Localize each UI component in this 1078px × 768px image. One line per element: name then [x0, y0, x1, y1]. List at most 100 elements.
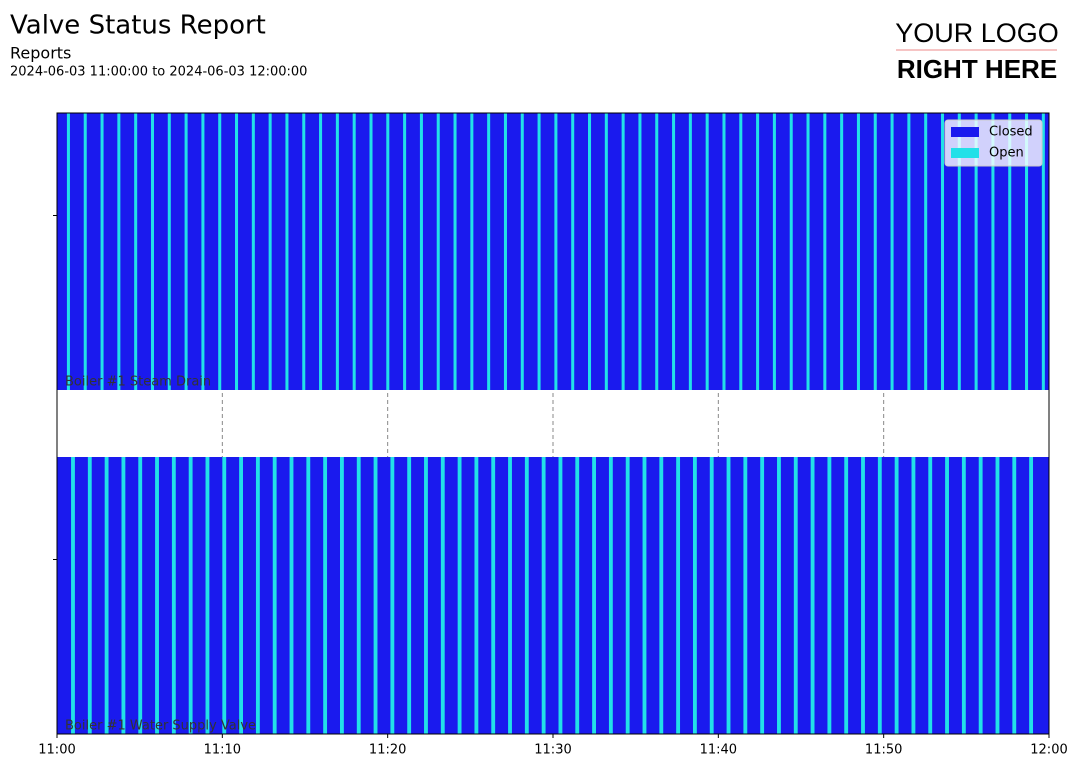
open-interval — [255, 457, 260, 734]
open-interval — [419, 113, 423, 390]
open-interval — [554, 113, 558, 390]
chart-title: Valve Status Report — [10, 11, 266, 41]
open-interval — [844, 457, 849, 734]
open-interval — [268, 113, 272, 390]
open-interval — [638, 113, 642, 390]
open-interval — [356, 457, 361, 734]
open-interval — [743, 457, 748, 734]
open-interval — [890, 113, 894, 390]
open-interval — [457, 457, 462, 734]
open-interval — [520, 113, 524, 390]
open-interval — [470, 113, 474, 390]
open-interval — [924, 113, 928, 390]
open-interval — [621, 113, 625, 390]
open-interval — [474, 457, 479, 734]
open-interval — [827, 457, 832, 734]
open-interval — [1029, 457, 1034, 734]
x-tick-label: 11:30 — [534, 743, 571, 758]
open-interval — [1041, 113, 1045, 390]
open-interval — [87, 457, 92, 734]
open-interval — [974, 113, 978, 390]
open-interval — [945, 457, 949, 734]
open-interval — [772, 113, 776, 390]
open-interval — [323, 457, 328, 734]
open-interval — [940, 113, 945, 390]
open-interval — [806, 113, 810, 390]
x-tick-label: 11:20 — [369, 743, 406, 758]
open-interval — [239, 457, 243, 734]
open-interval — [709, 457, 714, 734]
open-interval — [995, 457, 1000, 734]
open-interval — [722, 113, 726, 390]
legend-swatch — [951, 127, 979, 137]
open-interval — [789, 113, 793, 390]
open-interval — [957, 113, 961, 390]
open-interval — [655, 113, 659, 390]
open-interval — [739, 113, 743, 390]
legend: Closed Open — [944, 119, 1043, 167]
open-interval — [251, 113, 255, 390]
closed-band — [57, 113, 1049, 390]
open-interval — [1008, 113, 1012, 390]
open-interval — [205, 457, 210, 734]
open-interval — [167, 113, 171, 390]
open-interval — [756, 113, 760, 390]
open-interval — [672, 113, 676, 390]
open-interval — [171, 457, 176, 734]
open-interval — [777, 457, 781, 734]
open-interval — [369, 113, 373, 390]
open-interval — [83, 113, 87, 390]
open-interval — [407, 457, 412, 734]
open-interval — [840, 113, 844, 390]
open-interval — [911, 457, 916, 734]
open-interval — [877, 457, 882, 734]
x-tick-label: 12:00 — [1030, 743, 1067, 758]
open-interval — [659, 457, 664, 734]
open-interval — [306, 457, 311, 734]
open-interval — [823, 113, 827, 390]
open-interval — [440, 457, 445, 734]
x-tick-label: 11:50 — [865, 743, 902, 758]
open-interval — [134, 113, 138, 390]
open-interval — [1012, 457, 1017, 734]
open-interval — [403, 113, 407, 390]
open-interval — [861, 457, 865, 734]
open-interval — [558, 457, 563, 734]
open-interval — [760, 457, 765, 734]
open-interval — [608, 457, 613, 734]
open-interval — [352, 113, 356, 390]
open-interval — [138, 457, 143, 734]
open-interval — [856, 113, 860, 390]
open-interval — [928, 457, 933, 734]
open-interval — [537, 113, 541, 390]
open-interval — [335, 113, 339, 390]
legend-swatch — [951, 148, 979, 158]
open-interval — [150, 113, 154, 390]
open-interval — [907, 113, 911, 390]
open-interval — [184, 113, 188, 390]
open-interval — [705, 113, 709, 390]
open-interval — [436, 113, 440, 390]
chart-subtitle: Reports — [10, 44, 71, 63]
open-interval — [604, 113, 608, 390]
open-interval — [592, 457, 596, 734]
open-interval — [487, 113, 491, 390]
logo-line: YOUR LOGO — [895, 18, 1059, 48]
open-interval — [339, 457, 344, 734]
open-interval — [117, 113, 121, 390]
open-interval — [503, 113, 507, 390]
open-interval — [873, 113, 877, 390]
open-interval — [66, 113, 70, 390]
open-interval — [289, 457, 294, 734]
open-interval — [625, 457, 630, 734]
row-label: Boiler #1 Steam Drain — [65, 375, 211, 390]
open-interval — [302, 113, 306, 390]
open-interval — [222, 457, 227, 734]
legend-label: Open — [989, 146, 1024, 161]
open-interval — [575, 457, 580, 734]
open-interval — [991, 113, 995, 390]
x-tick-label: 11:10 — [204, 743, 241, 758]
open-interval — [810, 457, 815, 734]
open-interval — [390, 457, 395, 734]
